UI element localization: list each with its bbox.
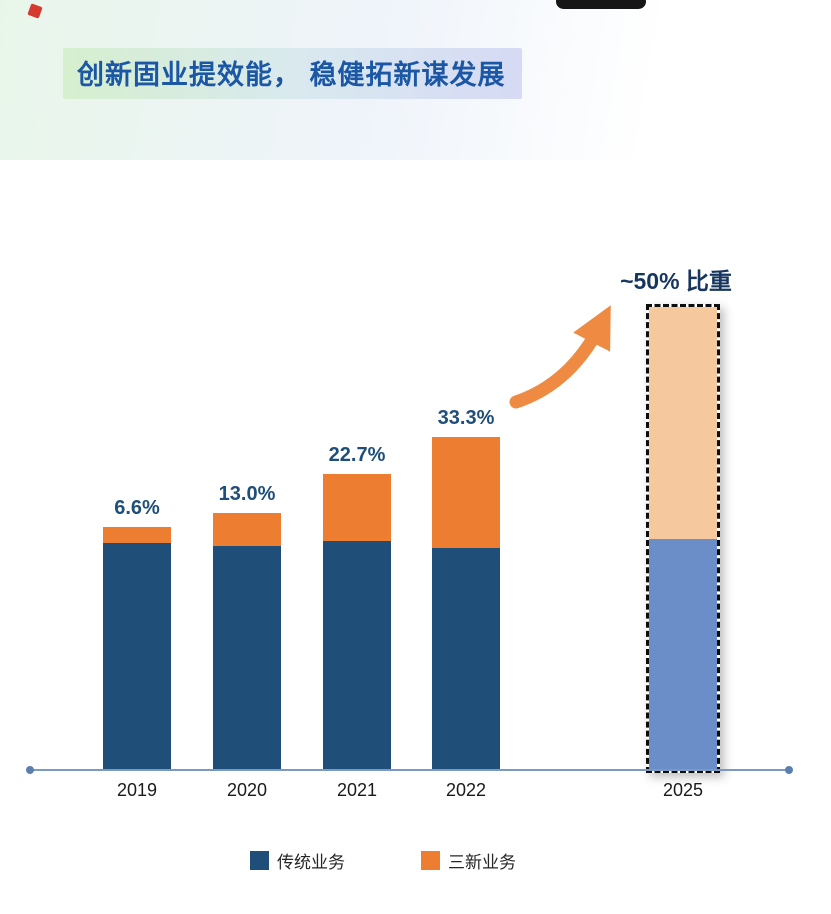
category-label-2020: 2020	[226, 780, 268, 800]
x-axis-line	[30, 769, 789, 771]
segment-new-business-2020	[213, 513, 281, 546]
segment-traditional-business-2021	[323, 541, 391, 770]
category-label-2019: 2019	[116, 780, 158, 800]
share-label-2022: 33.3%	[437, 407, 495, 429]
growth-arrow-icon	[509, 305, 611, 409]
segment-new-business-2021	[323, 474, 391, 541]
segment-new-business-2019	[103, 527, 171, 543]
segment-new-business-2025	[649, 307, 717, 539]
segment-traditional-business-2019	[103, 543, 171, 770]
legend-swatch-new	[421, 851, 440, 870]
legend-label-new: 三新业务	[448, 853, 516, 872]
axis-right-dot	[785, 766, 793, 774]
category-label-2025: 2025	[662, 780, 704, 800]
top-pill-decoration	[556, 0, 646, 9]
category-label-2022: 2022	[445, 780, 487, 800]
segment-new-business-2022	[432, 437, 500, 548]
title-band: 创新固业提效能， 稳健拓新谋发展	[63, 48, 522, 99]
segment-traditional-business-2025	[649, 539, 717, 770]
page-title: 创新固业提效能， 稳健拓新谋发展	[77, 60, 506, 90]
segment-traditional-business-2020	[213, 546, 281, 770]
share-label-2019: 6.6%	[114, 497, 160, 519]
bar-2022	[432, 437, 500, 770]
bar-2025	[646, 304, 720, 773]
axis-left-dot	[26, 766, 34, 774]
segment-traditional-business-2022	[432, 548, 500, 770]
target-share-annotation: ~50% 比重	[620, 268, 732, 294]
legend-swatch-traditional	[250, 851, 269, 870]
bar-2019	[103, 527, 171, 770]
legend: 传统业务 三新业务	[250, 848, 516, 873]
legend-label-traditional: 传统业务	[277, 853, 345, 872]
share-label-2020: 13.0%	[218, 483, 276, 505]
category-label-2021: 2021	[336, 780, 378, 800]
bar-2021	[323, 474, 391, 770]
share-label-2021: 22.7%	[328, 444, 386, 466]
bar-2020	[213, 513, 281, 770]
